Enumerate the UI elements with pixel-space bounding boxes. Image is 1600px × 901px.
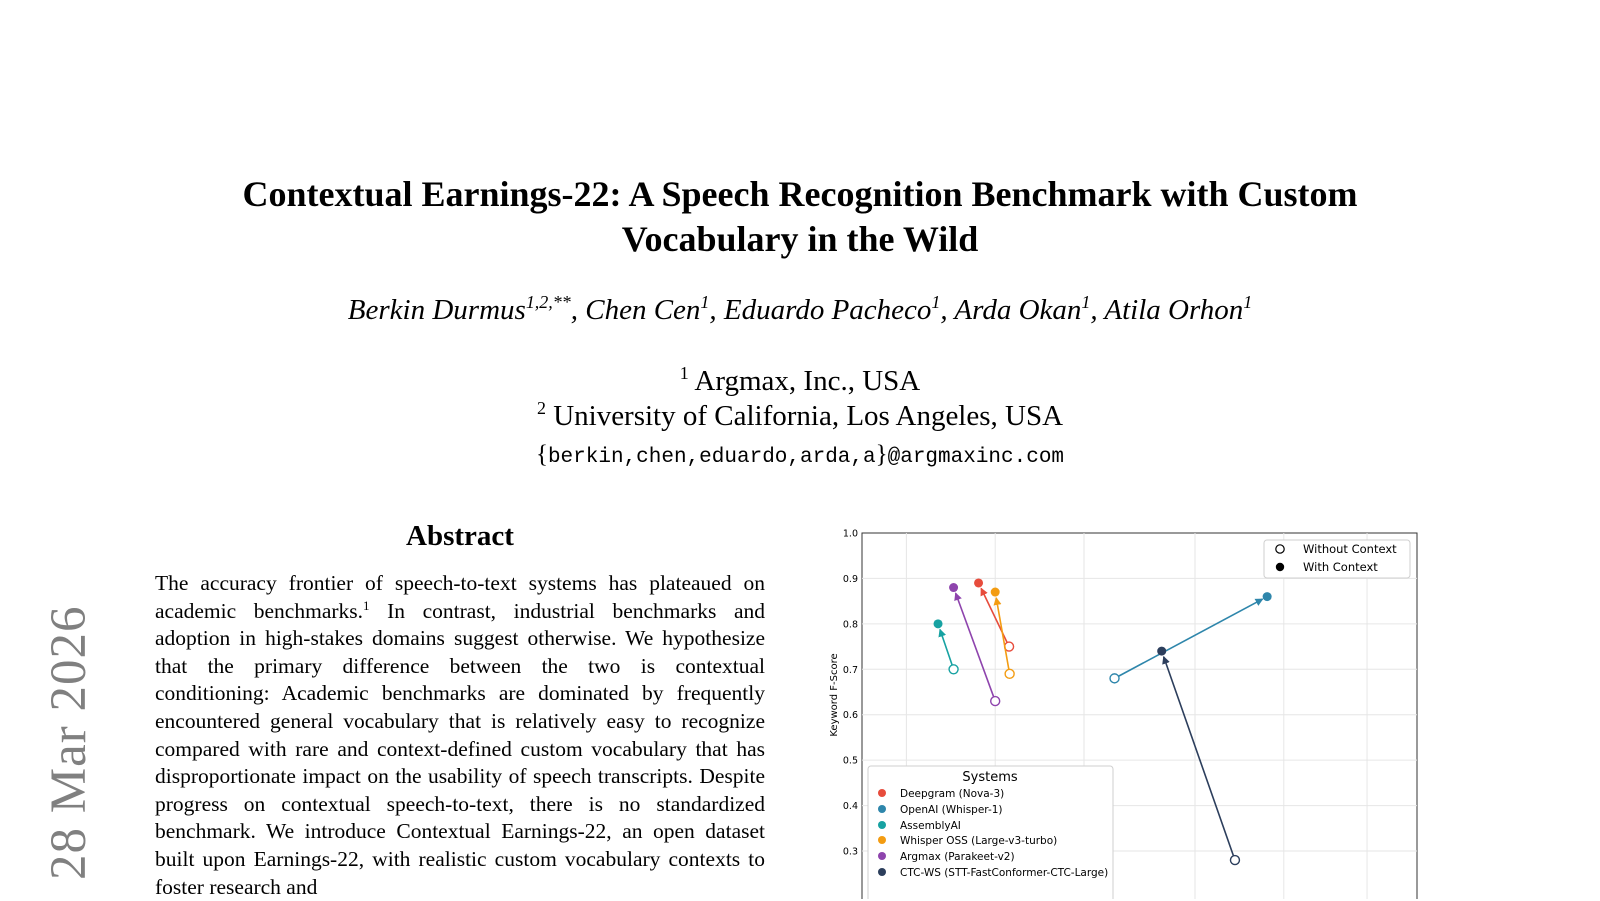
y-tick-labels: 1.0 0.9 0.8 0.7 0.6 0.5 0.4 0.3 [843, 529, 858, 858]
legend-item-openai: OpenAI (Whisper-1) [900, 804, 1003, 816]
point-without-context [1109, 673, 1120, 684]
author-name: Arda Okan [954, 294, 1082, 326]
y-tick-label: 0.8 [843, 619, 858, 630]
email-brace-open: { [535, 441, 548, 468]
arxiv-date-stamp: 28 Mar 2026 [41, 605, 97, 880]
y-tick-label: 0.5 [843, 756, 858, 767]
legend-item-assemblyai: AssemblyAI [900, 820, 961, 832]
y-tick-label: 0.9 [843, 574, 858, 585]
figure-keyword-fscore: 1.0 0.9 0.8 0.7 0.6 0.5 0.4 0.3 Keyword F-Score… [825, 520, 1455, 899]
systems-legend: Systems Deepgram (Nova-3) OpenAI (Whispe… [867, 765, 1114, 899]
legend-without-context: Without Context [1303, 542, 1397, 556]
author-name: Eduardo Pacheco [723, 294, 932, 326]
legend-dot-icon [878, 789, 886, 797]
point-without-context [1229, 854, 1241, 866]
point-with-context [949, 583, 959, 593]
point-with-context [1262, 592, 1272, 602]
point-without-context [948, 664, 959, 675]
systems-legend-title: Systems [962, 770, 1017, 785]
open-circle-icon [1275, 544, 1285, 554]
abstract-text: The accuracy frontier of speech-to-text … [155, 570, 765, 901]
affiliation-2: 2 University of California, Los Angeles,… [150, 399, 1450, 433]
y-axis-label: Keyword F-Score [829, 653, 840, 736]
systems-legend-box [867, 765, 1114, 899]
footnote-mark: 1 [363, 597, 370, 613]
y-tick-label: 0.4 [843, 801, 858, 812]
point-with-context [990, 587, 1000, 597]
author-name: Atila Orhon [1104, 294, 1244, 326]
legend-dot-icon [878, 852, 886, 860]
point-without-context [989, 695, 1001, 707]
email-brace-close: } [875, 441, 888, 468]
affiliation-text: Argmax, Inc., USA [694, 365, 921, 397]
author-affiliation-mark: 1 [700, 291, 710, 312]
context-arrow [1114, 598, 1264, 680]
data-marks [933, 578, 1272, 866]
y-tick-label: 1.0 [843, 529, 858, 540]
abstract-part-1: The accuracy frontier of speech-to-text … [155, 571, 765, 623]
context-arrow [993, 596, 1011, 674]
legend-item-ctc-ws: CTC-WS (STT-FastConformer-CTC-Large) [900, 867, 1108, 879]
author-affiliation-mark: 1 [931, 291, 941, 312]
affiliation-text: University of California, Los Angeles, U… [553, 400, 1064, 432]
point-with-context [933, 619, 943, 629]
legend-dot-icon [878, 821, 886, 829]
context-arrow [1162, 655, 1236, 861]
filled-circle-icon [1275, 562, 1285, 572]
affiliation-1: 1 Argmax, Inc., USA [150, 364, 1450, 398]
author-emails: {berkin,chen,eduardo,arda,a}@argmaxinc.c… [150, 441, 1450, 469]
legend-item-deepgram: Deepgram (Nova-3) [900, 788, 1004, 800]
email-domain: @argmaxinc.com [887, 446, 1065, 469]
point-with-context [1157, 646, 1167, 656]
email-users: berkin,chen,eduardo,arda,a [547, 446, 876, 469]
marker-legend-box [1263, 539, 1411, 579]
author-affiliation-mark: 1 [1243, 291, 1253, 312]
affiliation-mark: 1 [679, 362, 689, 383]
author-name: Berkin Durmus [347, 294, 526, 326]
keyword-fscore-chart: 1.0 0.9 0.8 0.7 0.6 0.5 0.4 0.3 Keyword F-Score… [829, 529, 1418, 899]
abstract-heading: Abstract [406, 520, 514, 552]
legend-item-argmax: Argmax (Parakeet-v2) [900, 851, 1015, 863]
legend-dot-icon [878, 836, 886, 844]
y-tick-label: 0.6 [843, 710, 858, 721]
legend-with-context: With Context [1303, 560, 1378, 574]
author-name: Chen Cen [585, 294, 701, 326]
point-without-context [1004, 668, 1015, 680]
author-list: Berkin Durmus1,2,**, Chen Cen1, Eduardo … [347, 291, 1253, 326]
point-with-context [974, 578, 984, 588]
abstract-part-2: In contrast, industrial benchmarks and a… [155, 598, 765, 899]
context-arrow [980, 587, 1010, 647]
y-tick-label: 0.7 [843, 665, 858, 676]
context-arrow [954, 592, 996, 702]
legend-dot-icon [878, 805, 886, 813]
context-arrow [938, 628, 955, 670]
legend-item-whisper-oss: Whisper OSS (Large-v3-turbo) [900, 835, 1057, 847]
author-affiliation-mark: 1 [1081, 291, 1091, 312]
affiliation-mark: 2 [536, 397, 546, 418]
y-tick-label: 0.3 [843, 847, 858, 858]
author-affiliation-mark: 1,2,** [525, 291, 571, 312]
marker-legend: Without Context With Context [1263, 539, 1411, 579]
paper-title: Contextual Earnings-22: A Speech Recogni… [242, 174, 1358, 259]
legend-dot-icon [878, 868, 886, 876]
